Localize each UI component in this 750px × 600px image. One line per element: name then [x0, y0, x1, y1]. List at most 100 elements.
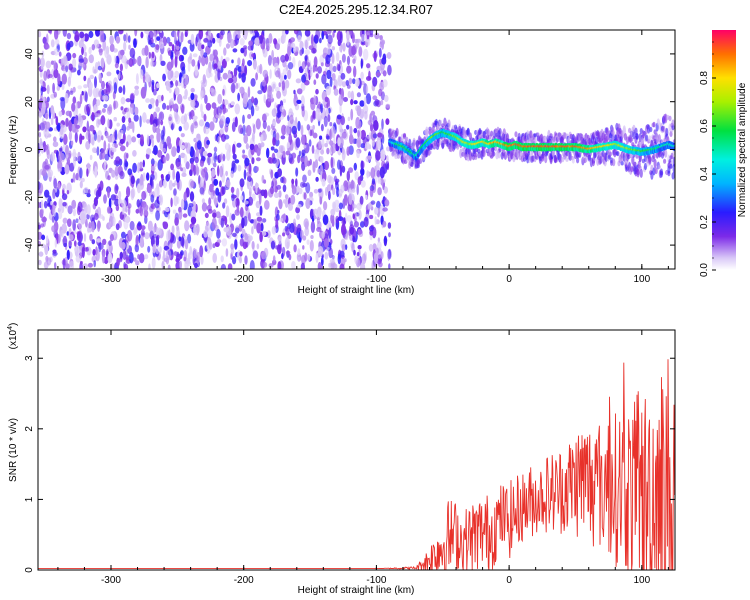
noise-speck	[93, 260, 96, 268]
noise-speck	[202, 150, 208, 157]
signal-halo	[492, 151, 496, 157]
noise-speck	[45, 33, 49, 45]
noise-speck	[346, 84, 351, 89]
noise-speck	[211, 217, 217, 229]
noise-speck	[315, 252, 319, 263]
signal-halo	[647, 124, 651, 134]
signal-halo	[630, 137, 634, 142]
noise-speck	[171, 44, 175, 52]
noise-speck	[160, 120, 164, 126]
noise-speck	[352, 78, 356, 85]
signal-halo	[663, 158, 667, 164]
noise-speck	[240, 47, 245, 54]
noise-speck	[301, 254, 306, 266]
x-tick-label: -300	[101, 274, 121, 285]
noise-speck	[231, 121, 236, 133]
noise-speck	[296, 88, 303, 95]
noise-speck	[343, 258, 347, 263]
noise-speck	[198, 119, 205, 127]
noise-speck	[160, 174, 164, 179]
noise-speck	[224, 216, 228, 226]
noise-speck	[115, 185, 119, 191]
noise-speck	[358, 46, 363, 57]
noise-speck	[254, 37, 260, 46]
noise-speck	[92, 87, 99, 99]
noise-speck	[141, 190, 147, 201]
signal-halo	[671, 172, 675, 180]
signal-halo	[668, 115, 672, 122]
noise-speck	[181, 55, 185, 62]
noise-speck	[68, 240, 73, 247]
noise-speck	[83, 233, 87, 242]
noise-speck	[302, 174, 307, 183]
noise-speck	[182, 95, 188, 100]
noise-speck	[91, 44, 96, 51]
noise-speck	[369, 188, 374, 198]
noise-speck	[250, 105, 255, 117]
noise-speck	[159, 30, 163, 34]
noise-speck	[120, 106, 124, 111]
noise-speck	[279, 105, 285, 113]
noise-speck	[146, 148, 152, 155]
noise-speck	[149, 98, 155, 105]
noise-speck	[101, 108, 106, 113]
noise-speck	[234, 238, 238, 250]
noise-speck	[235, 64, 240, 71]
noise-speck	[116, 122, 120, 127]
noise-speck	[380, 133, 385, 140]
noise-speck	[118, 30, 124, 35]
noise-speck	[214, 199, 218, 205]
noise-speck	[297, 256, 301, 262]
noise-speck	[351, 137, 355, 145]
noise-speck	[369, 225, 374, 232]
noise-speck	[150, 194, 155, 203]
noise-speck	[262, 231, 267, 237]
noise-speck	[259, 205, 263, 216]
noise-speck	[140, 86, 147, 99]
noise-speck	[140, 229, 145, 236]
noise-speck	[64, 92, 69, 104]
noise-speck	[184, 89, 188, 98]
noise-speck	[365, 194, 368, 200]
noise-speck	[258, 193, 262, 205]
noise-speck	[303, 39, 309, 49]
noise-speck	[38, 181, 41, 191]
noise-speck	[351, 32, 355, 44]
noise-speck	[73, 117, 77, 127]
noise-speck	[312, 124, 315, 130]
noise-speck	[43, 70, 48, 82]
signal-halo	[565, 157, 569, 162]
noise-speck	[300, 157, 305, 163]
noise-speck	[140, 225, 146, 231]
noise-speck	[372, 95, 378, 101]
noise-speck	[82, 57, 88, 65]
noise-speck	[248, 40, 254, 46]
signal-halo	[649, 126, 653, 133]
noise-speck	[136, 56, 142, 66]
noise-speck	[310, 220, 316, 233]
noise-speck	[51, 215, 55, 223]
noise-speck	[192, 115, 198, 121]
noise-speck	[378, 261, 383, 268]
noise-speck	[312, 64, 316, 73]
noise-speck	[298, 150, 302, 157]
noise-speck	[77, 241, 82, 247]
noise-speck	[173, 188, 177, 196]
noise-speck	[143, 204, 149, 212]
noise-speck	[291, 260, 296, 269]
noise-speck	[319, 196, 323, 205]
noise-speck	[212, 37, 216, 44]
noise-speck	[72, 52, 77, 59]
snr-x-ticks: -300 -200 -100 0 100	[57, 330, 669, 586]
noise-speck	[195, 163, 199, 175]
noise-speck	[151, 51, 155, 59]
noise-speck	[119, 63, 123, 72]
noise-speck	[354, 255, 359, 265]
noise-speck	[341, 53, 346, 63]
spectrogram-x-ticks: -300 -200 -100 0 100	[57, 30, 669, 285]
noise-speck	[203, 38, 209, 43]
colorbar-ticks: 0.00.20.40.60.8	[699, 41, 716, 277]
noise-speck	[247, 86, 251, 98]
noise-speck	[129, 220, 135, 231]
noise-speck	[360, 160, 364, 171]
